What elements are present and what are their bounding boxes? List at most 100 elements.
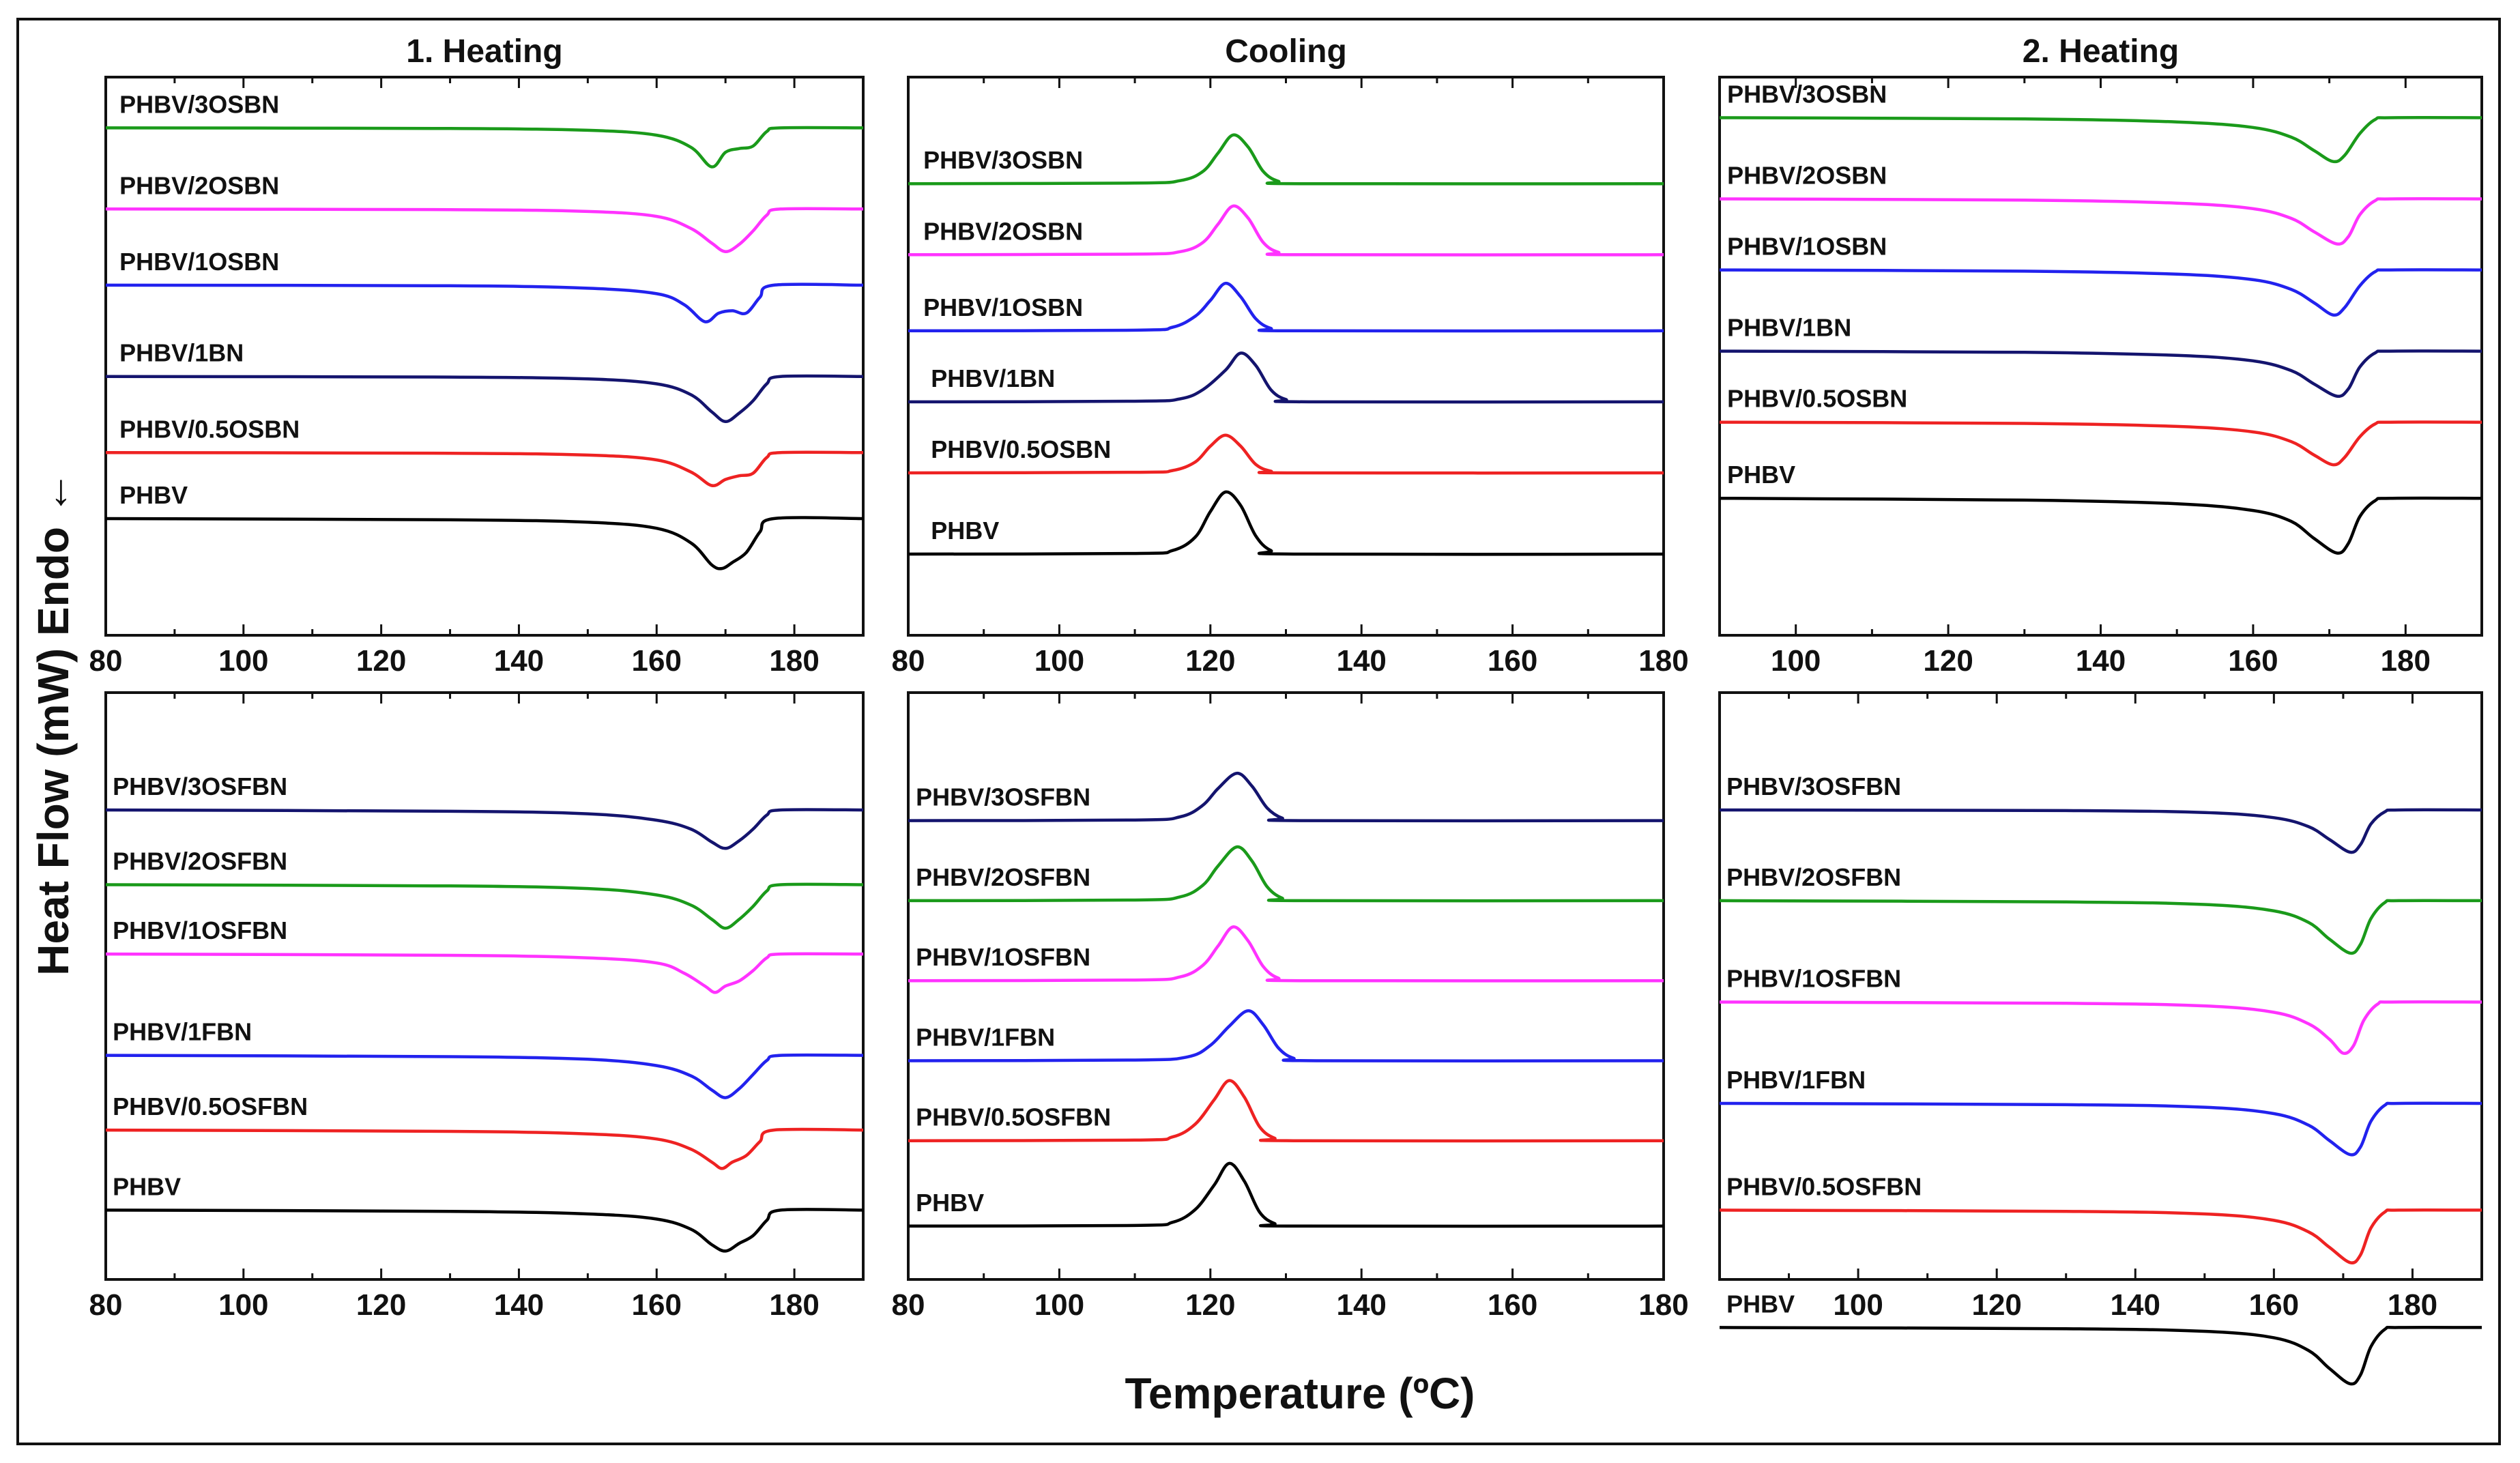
x-tick-label: 100 [1771,644,1821,678]
series-label: PHBV [119,481,188,509]
x-tick-label: 180 [1638,644,1688,678]
series-label: PHBV/0.5OSFBN [1726,1172,1922,1200]
series-line [908,433,1664,475]
x-tick-label: 180 [2388,1288,2437,1322]
series-line [908,845,1664,903]
series-line [1719,808,2482,854]
series-line [105,1208,864,1253]
series-label: PHBV/0.5OSFBN [113,1092,308,1120]
panel-title: Cooling [1225,33,1347,70]
series-label: PHBV [931,517,999,545]
x-tick-label: 80 [89,1288,123,1322]
series-label: PHBV/1FBN [1726,1066,1866,1094]
x-tick-label: 120 [1971,1288,2021,1322]
series-label: PHBV/2OSBN [119,171,279,199]
x-tick-label: 80 [89,644,123,678]
series-label: PHBV/1OSBN [119,248,279,276]
series-line [908,1009,1664,1063]
x-tick-label: 140 [1336,644,1386,678]
x-tick-label: 160 [1488,1288,1537,1322]
series-label: PHBV/0.5OSFBN [916,1103,1111,1131]
x-tick-label: 180 [769,644,819,678]
series-line [105,952,864,994]
x-tick-label: 100 [1034,644,1084,678]
series-line [1719,268,2482,317]
x-tick-label: 140 [1336,1288,1386,1322]
series-line [1719,496,2482,555]
panels-group: 1. Heating 80 100 120 140 160 180 PHBV/3OSBN PHB… [89,33,2483,1386]
series-label: PHBV/1OSFBN [1726,964,1901,992]
series-label: PHBV [113,1172,181,1200]
chart-panel-6: 100 120 140 160 180 PHBV/3OSFBN PHBV/2OSFBN PHB… [1718,691,2483,1386]
series-label: PHBV/1BN [1727,314,1851,342]
series-line [1719,899,2482,955]
chart-panel-5: 80 100 120 140 160 180 PHBV/3OSFBN PHBV/2OSFBN P… [892,691,1689,1322]
series-label: PHBV/2OSBN [1727,161,1887,189]
series-label: PHBV [1726,1290,1795,1318]
series-label: PHBV/1FBN [916,1023,1055,1051]
x-tick-label: 160 [2249,1288,2299,1322]
x-tick-label: 80 [892,644,925,678]
series-label: PHBV/1FBN [113,1018,252,1046]
series-line [105,1053,864,1099]
y-axis-label: Heat Flow (mW) Endo ← [29,471,78,976]
chart-panel-1: 1. Heating 80 100 120 140 160 180 PHBV/3OSBN PHB… [89,33,865,678]
series-label: PHBV/3OSFBN [916,783,1090,811]
series-line [908,204,1664,257]
series-line [105,283,864,323]
chart-panel-3: 2. Heating 100 120 140 160 180 PHBV/3OSBN PHBV/… [1718,33,2483,678]
series-label: PHBV [916,1189,984,1217]
series-line [1719,1208,2482,1264]
plot-frame [907,691,1665,1281]
panel-title: 1. Heating [406,33,562,70]
series-label: PHBV/1OSBN [923,293,1083,321]
series-line [1719,1101,2482,1157]
plot-frame [1718,691,2483,1281]
x-tick-label: 140 [494,644,544,678]
chart-panel-2: Cooling 80 100 120 140 160 180 PHBV/3OSBN PHBV/2… [892,33,1689,678]
x-tick-label: 120 [356,1288,406,1322]
series-label: PHBV/2OSFBN [1726,863,1901,891]
series-line [1719,197,2482,246]
series-label: PHBV/0.5OSBN [931,435,1111,463]
series-label: PHBV/1OSBN [1727,233,1887,261]
series-label: PHBV/1BN [931,364,1055,392]
series-line [1719,420,2482,467]
series-line [908,351,1664,404]
series-label: PHBV/0.5OSBN [119,415,300,443]
series-label: PHBV/3OSFBN [1726,772,1901,800]
series-label: PHBV/1OSFBN [916,943,1090,971]
series-line [908,281,1664,333]
x-tick-label: 140 [2111,1288,2160,1322]
series-label: PHBV/2OSFBN [916,863,1090,891]
series-line [908,771,1664,823]
plot-frame [104,76,865,637]
series-line [908,490,1664,556]
series-line [1719,1000,2482,1056]
series-line [105,374,864,424]
series-line [105,1127,864,1170]
panel-title: 2. Heating [2023,33,2179,70]
series-label: PHBV/0.5OSBN [1727,385,1907,413]
series-line [1719,349,2482,399]
x-tick-label: 100 [1034,1288,1084,1322]
x-tick-label: 160 [632,644,682,678]
x-tick-label: 120 [356,644,406,678]
figure-frame [16,18,2501,1445]
series-label: PHBV/1OSFBN [113,916,287,944]
series-line [105,808,864,850]
plot-frame [104,691,865,1281]
series-label: PHBV/2OSBN [923,217,1083,245]
series-line [1719,116,2482,164]
chart-panel-4: 80 100 120 140 160 180 PHBV/3OSFBN PHBV/2OSFBN P… [89,691,865,1322]
x-tick-label: 140 [2076,644,2126,678]
x-tick-label: 160 [632,1288,682,1322]
x-tick-label: 180 [2381,644,2431,678]
x-tick-label: 180 [1638,1288,1688,1322]
x-tick-label: 100 [1833,1288,1883,1322]
series-label: PHBV/3OSFBN [113,772,287,800]
x-tick-label: 160 [1488,644,1537,678]
series-line [105,450,864,487]
x-tick-label: 80 [892,1288,925,1322]
x-tick-label: 100 [218,1288,268,1322]
